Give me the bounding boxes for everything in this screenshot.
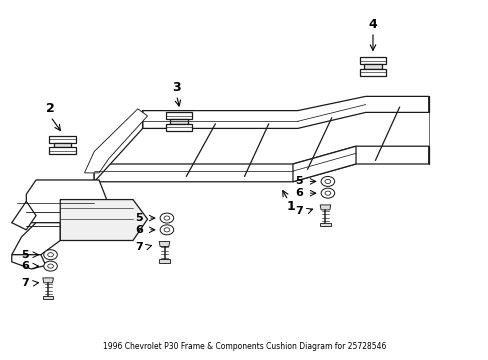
Text: 6: 6: [135, 225, 143, 235]
Polygon shape: [165, 112, 192, 120]
Text: 7: 7: [294, 206, 302, 216]
Text: 7: 7: [21, 278, 29, 288]
Polygon shape: [12, 180, 108, 223]
Circle shape: [321, 188, 334, 198]
Polygon shape: [36, 180, 99, 199]
Polygon shape: [94, 111, 142, 182]
Text: 6: 6: [294, 188, 302, 198]
Polygon shape: [320, 223, 330, 226]
Circle shape: [160, 213, 173, 223]
Polygon shape: [12, 201, 36, 230]
Circle shape: [48, 253, 53, 257]
Text: 7: 7: [135, 242, 143, 252]
Polygon shape: [165, 124, 192, 131]
Polygon shape: [84, 109, 147, 173]
Polygon shape: [142, 96, 428, 129]
Text: 1996 Chevrolet P30 Frame & Components Cushion Diagram for 25728546: 1996 Chevrolet P30 Frame & Components Cu…: [102, 342, 386, 351]
Text: 6: 6: [21, 261, 29, 271]
Circle shape: [48, 264, 53, 268]
Circle shape: [321, 176, 334, 186]
Circle shape: [164, 216, 169, 220]
Polygon shape: [292, 146, 355, 182]
Polygon shape: [320, 205, 330, 210]
Polygon shape: [49, 147, 76, 154]
Polygon shape: [54, 143, 71, 147]
Polygon shape: [12, 255, 45, 269]
Polygon shape: [49, 135, 76, 143]
Circle shape: [325, 179, 330, 184]
Polygon shape: [43, 278, 53, 283]
Polygon shape: [170, 120, 187, 124]
Circle shape: [44, 261, 57, 271]
Polygon shape: [60, 199, 147, 240]
Circle shape: [44, 250, 57, 260]
Polygon shape: [94, 146, 428, 182]
Circle shape: [164, 228, 169, 232]
Polygon shape: [159, 259, 169, 263]
Text: 2: 2: [46, 102, 55, 115]
Text: 1: 1: [285, 200, 294, 213]
Text: 3: 3: [172, 81, 181, 94]
Polygon shape: [159, 242, 169, 247]
Polygon shape: [12, 223, 60, 255]
Circle shape: [325, 191, 330, 195]
Polygon shape: [43, 296, 53, 299]
Text: 5: 5: [21, 250, 29, 260]
Polygon shape: [359, 69, 386, 76]
Circle shape: [160, 225, 173, 235]
Text: 5: 5: [135, 213, 143, 223]
Polygon shape: [364, 64, 381, 69]
Polygon shape: [359, 57, 386, 64]
Text: 5: 5: [294, 176, 302, 186]
Text: 4: 4: [368, 18, 377, 31]
